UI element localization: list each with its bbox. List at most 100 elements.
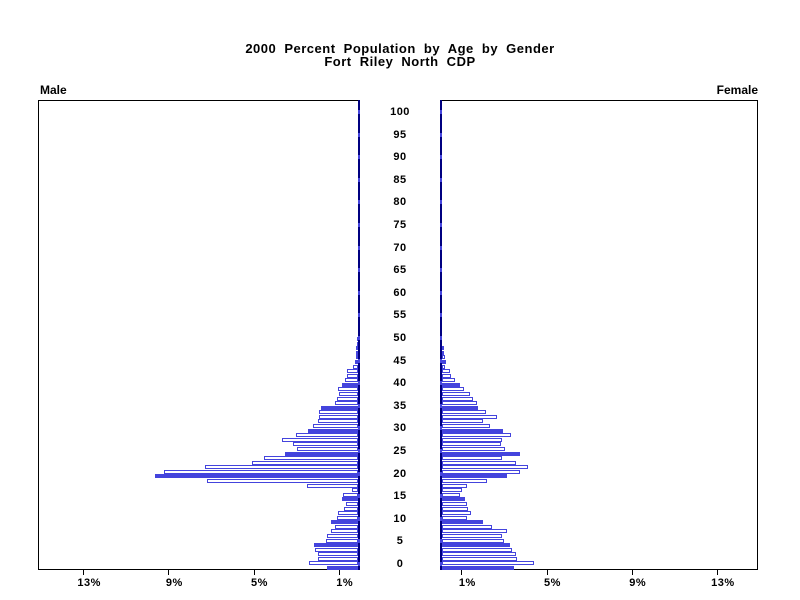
- age-tick-label-80: 80: [393, 196, 407, 209]
- male-bar-age-45: [354, 359, 358, 364]
- female-bar-age-13: [442, 506, 468, 511]
- male-panel-frame: [38, 100, 359, 570]
- female-pct-tick-5: [546, 570, 548, 575]
- male-bar-age-18: [306, 483, 358, 488]
- age-tick-label-75: 75: [393, 219, 407, 231]
- female-axis-minor-tick: [440, 155, 442, 160]
- male-pct-tick-9: [168, 570, 170, 575]
- age-tick-label-25: 25: [393, 445, 407, 457]
- male-axis-minor-tick: [358, 471, 360, 476]
- male-bar-age-29: [296, 433, 358, 438]
- female-pct-label-13: 13%: [711, 577, 735, 589]
- male-bar-age-0: [327, 566, 358, 570]
- male-axis-minor-tick: [358, 358, 360, 363]
- male-bar-age-41: [345, 378, 358, 383]
- female-bar-age-47: [442, 350, 445, 355]
- female-axis-minor-tick: [440, 449, 442, 453]
- male-axis-minor-tick: [358, 426, 360, 431]
- male-bar-age-35: [320, 405, 358, 410]
- female-bar-age-36: [442, 401, 478, 406]
- female-bar-age-12: [442, 511, 471, 515]
- female-bar-age-6: [442, 538, 504, 543]
- female-axis-minor-tick: [440, 403, 442, 408]
- female-axis-minor-tick: [440, 358, 442, 363]
- female-axis-minor-tick: [440, 562, 442, 566]
- female-bar-age-29: [442, 433, 512, 438]
- male-bar-age-39: [337, 387, 358, 392]
- female-bar-age-24: [442, 456, 502, 461]
- male-bar-age-40: [342, 382, 358, 387]
- male-bar-age-37: [336, 396, 358, 401]
- female-bar-age-10: [442, 520, 483, 525]
- female-bar-age-14: [442, 501, 467, 506]
- female-pct-tick-13: [716, 570, 718, 575]
- age-tick-label-70: 70: [393, 241, 407, 254]
- female-bar-age-35: [442, 405, 479, 410]
- female-bar-age-31: [442, 424, 490, 428]
- male-axis-minor-tick: [358, 110, 360, 114]
- male-bar-age-8: [331, 529, 358, 534]
- female-bar-age-46: [442, 355, 445, 360]
- female-axis-minor-tick: [440, 313, 442, 318]
- male-bar-age-22: [204, 465, 358, 470]
- female-bar-age-3: [442, 552, 516, 557]
- male-bar-age-31: [313, 424, 358, 428]
- female-bar-age-16: [442, 492, 461, 497]
- female-bar-age-4: [442, 547, 513, 552]
- male-bar-age-44: [352, 364, 358, 369]
- female-bar-age-42: [442, 373, 451, 378]
- male-axis-minor-tick: [358, 177, 360, 182]
- female-bar-age-41: [442, 378, 455, 383]
- age-tick-label-60: 60: [393, 286, 407, 299]
- female-bar-age-1: [442, 561, 534, 566]
- female-axis-minor-tick: [440, 223, 442, 227]
- female-axis-minor-tick: [440, 245, 442, 250]
- female-panel-label: Female: [716, 83, 758, 97]
- male-bar-age-28: [282, 437, 358, 442]
- female-axis-minor-tick: [440, 426, 442, 431]
- male-axis-minor-tick: [358, 449, 360, 453]
- female-bar-age-27: [442, 442, 501, 447]
- male-bar-age-17: [351, 488, 358, 493]
- female-bar-age-28: [442, 437, 502, 442]
- male-axis-minor-tick: [358, 539, 360, 544]
- chart-title-line1: 2000 Percent Population by Age by Gender: [245, 41, 555, 56]
- age-tick-label-15: 15: [393, 490, 407, 503]
- female-bar-age-23: [442, 460, 516, 465]
- female-axis-minor-tick: [440, 110, 442, 114]
- age-tick-label-65: 65: [393, 264, 407, 277]
- female-axis-minor-tick: [440, 494, 442, 499]
- male-axis-minor-tick: [358, 562, 360, 566]
- male-bar-age-30: [307, 428, 358, 433]
- female-panel-frame: [440, 100, 758, 570]
- male-bar-age-47: [355, 350, 358, 355]
- male-bar-age-26: [297, 446, 358, 451]
- age-tick-label-55: 55: [393, 309, 407, 322]
- age-tick-label-40: 40: [393, 377, 407, 390]
- male-bar-age-10: [331, 520, 358, 525]
- female-axis-minor-tick: [440, 268, 442, 273]
- female-bar-age-38: [442, 392, 470, 396]
- male-bar-age-2: [317, 556, 358, 561]
- male-bar-age-4: [315, 547, 358, 552]
- female-bar-age-25: [442, 451, 520, 456]
- male-bar-age-16: [343, 492, 358, 497]
- age-tick-label-85: 85: [393, 173, 407, 186]
- female-bar-age-26: [442, 446, 505, 451]
- male-bar-age-19: [206, 479, 358, 483]
- male-bar-age-43: [347, 369, 359, 374]
- male-bar-age-12: [337, 511, 358, 515]
- male-panel-label: Male: [40, 83, 67, 97]
- female-pct-label-9: 9%: [629, 577, 647, 589]
- female-axis-minor-tick: [440, 336, 442, 340]
- male-axis-minor-tick: [358, 336, 360, 340]
- female-axis-minor-tick: [440, 516, 442, 521]
- age-tick-label-50: 50: [393, 332, 407, 344]
- male-bar-age-23: [251, 460, 358, 465]
- age-tick-label-30: 30: [393, 422, 407, 435]
- male-bar-age-38: [338, 392, 358, 396]
- female-axis-minor-tick: [440, 381, 442, 386]
- male-axis-minor-tick: [358, 494, 360, 499]
- female-axis-minor-tick: [440, 290, 442, 295]
- female-bar-age-5: [442, 543, 511, 548]
